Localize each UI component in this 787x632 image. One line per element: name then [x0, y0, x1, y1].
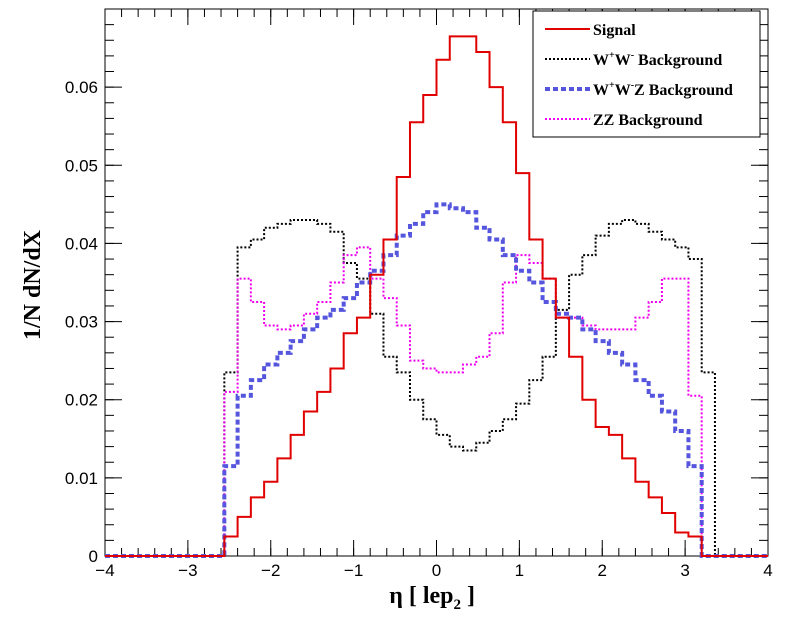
legend-label: Signal	[593, 22, 636, 39]
series-signal	[105, 35, 768, 557]
y-axis-title: 1/N dN/dX	[20, 229, 46, 340]
y-tick-label: 0.01	[65, 469, 98, 488]
series-w-w-z-background	[105, 202, 768, 558]
x-tick-label: −2	[261, 561, 280, 580]
x-tick-label: −1	[344, 561, 363, 580]
y-tick-label: 0.04	[65, 234, 98, 253]
x-tick-label: 2	[598, 561, 607, 580]
x-axis-title-sub: 2	[454, 597, 462, 613]
legend-box	[532, 10, 761, 138]
x-axis-title-main: η [ lep	[389, 583, 453, 609]
legend-label: ZZ Background	[593, 112, 703, 129]
x-axis-ticks	[104, 9, 769, 556]
x-tick-label: 0	[432, 561, 441, 580]
series-zz-background	[105, 246, 768, 557]
y-tick-label: 0.02	[65, 391, 98, 410]
x-tick-label: 3	[680, 561, 689, 580]
x-axis-title: η [ lep2 ]	[389, 583, 475, 613]
y-tick-label: 0	[89, 547, 98, 566]
y-axis-ticks	[105, 24, 768, 557]
x-tick-labels: −4 −3 −2 −1 0 1 2 3 4	[95, 561, 772, 580]
series-layer	[105, 35, 768, 558]
legend-label: W+W-Z Background	[593, 80, 733, 99]
x-tick-label: −3	[178, 561, 197, 580]
legend: Signal W+W- Background W+W-Z Background ZZ …	[532, 10, 761, 138]
y-tick-labels: 0 0.01 0.02 0.03 0.04 0.05 0.06	[65, 78, 98, 566]
series-w-w-background	[105, 218, 768, 557]
x-tick-label: 4	[763, 561, 772, 580]
y-tick-label: 0.05	[65, 156, 98, 175]
x-tick-label: 1	[515, 561, 524, 580]
y-tick-label: 0.06	[65, 78, 98, 97]
x-tick-label: −4	[95, 561, 114, 580]
y-tick-label: 0.03	[65, 313, 98, 332]
x-axis-title-close: ]	[461, 583, 475, 609]
legend-label: W+W- Background	[593, 50, 722, 69]
